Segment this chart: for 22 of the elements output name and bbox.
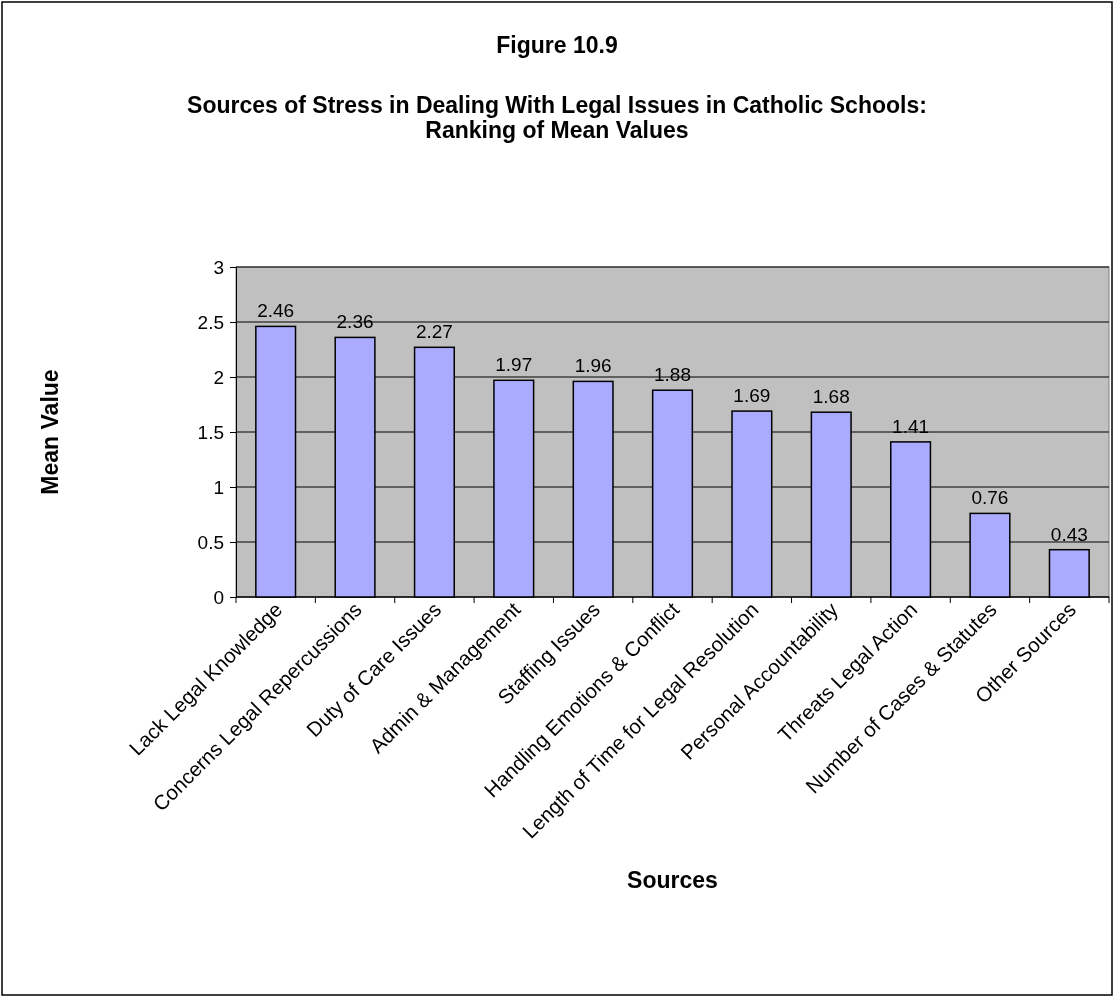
- data-label: 1.88: [654, 364, 691, 386]
- data-label: 2.27: [415, 321, 453, 343]
- y-axis-title: Mean Value: [37, 369, 63, 495]
- chart-subtitle: Sources of Stress in Dealing With Legal Issues in Catholic Schools: Ranking of Mean Values: [187, 92, 927, 143]
- chart-title: Figure 10.9: [496, 32, 618, 58]
- y-tick-label: 1.5: [197, 421, 224, 443]
- data-label: 0.76: [971, 487, 1009, 509]
- y-tick-label: 3: [213, 256, 224, 278]
- y-tick-label: 0: [213, 586, 224, 608]
- x-axis-title: Sources: [627, 866, 718, 893]
- data-label: 2.36: [336, 311, 374, 333]
- y-tick-label: 1: [213, 476, 224, 498]
- y-tick-label: 0.5: [197, 531, 224, 553]
- data-label: 1.68: [812, 386, 850, 408]
- data-label: 0.43: [1050, 523, 1088, 545]
- data-label: 1.69: [733, 385, 771, 407]
- data-label: 1.41: [892, 415, 930, 437]
- y-tick-label: 2.5: [197, 311, 224, 333]
- data-label: 2.46: [257, 300, 295, 322]
- data-label: 1.96: [574, 355, 612, 377]
- data-label: 1.97: [495, 354, 533, 376]
- y-tick-label: 2: [213, 366, 224, 388]
